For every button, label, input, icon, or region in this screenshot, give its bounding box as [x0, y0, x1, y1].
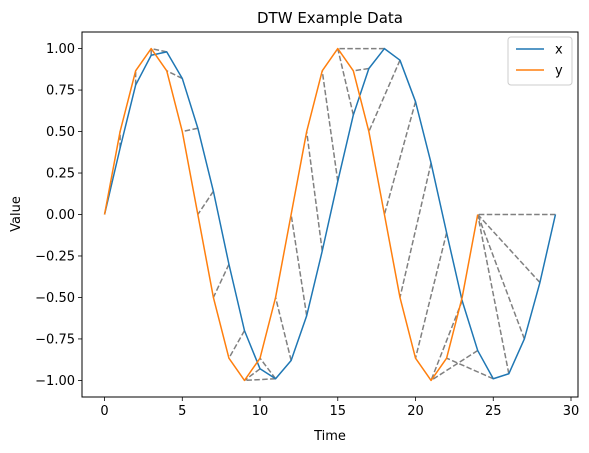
y-tick-label: 0.25	[46, 167, 75, 182]
y-axis: −1.00 −0.75 −0.50 −0.25 0.00 0.25 0.50 0.75 1.00	[35, 42, 82, 389]
alignment-line-14	[290, 214, 308, 316]
x-tick-label: 5	[178, 404, 186, 419]
x-tick-label: 30	[563, 404, 580, 419]
alignment-line-13	[274, 297, 292, 361]
y-tick-label: 0.75	[46, 84, 75, 99]
alignment-line-16	[321, 70, 339, 182]
plot-area	[103, 47, 557, 382]
y-tick-label: −0.50	[35, 291, 75, 306]
alignment-line-7	[197, 190, 215, 215]
chart-title: DTW Example Data	[257, 9, 403, 27]
y-axis-label: Value	[9, 196, 24, 232]
series-line-y	[103, 47, 479, 382]
alignment-line-26	[446, 357, 494, 380]
alignment-line-27	[476, 214, 510, 374]
alignment-line-29	[477, 213, 541, 284]
alignment-line-8	[212, 263, 230, 298]
x-tick-label: 20	[407, 404, 424, 419]
y-tick-label: −0.25	[35, 249, 75, 264]
alignment-line-9	[228, 330, 246, 359]
alignment-line-20	[368, 59, 401, 132]
y-tick-label: −1.00	[35, 374, 75, 389]
alignment-line-12	[259, 357, 277, 380]
alignment-line-28	[477, 214, 526, 340]
legend-label-x: x	[555, 43, 563, 58]
alignment-line-15	[305, 131, 323, 252]
alignment-line-10	[244, 368, 261, 382]
legend: xy	[507, 36, 573, 86]
x-tick-label: 25	[485, 404, 502, 419]
alignment-line-22	[399, 162, 432, 298]
alignment-line-6	[182, 127, 198, 133]
y-tick-label: 0.00	[46, 208, 75, 223]
alignment-line-23	[414, 232, 448, 359]
x-axis-label: Time	[313, 429, 346, 444]
legend-label-y: y	[555, 64, 563, 79]
alignment-line-25	[430, 349, 479, 382]
y-tick-label: 0.50	[46, 125, 75, 140]
x-axis: 0 5 10 15 20 25 30	[100, 397, 579, 419]
x-tick-label: 15	[330, 404, 347, 419]
alignment-line-5	[166, 70, 183, 80]
alignment-line-11	[244, 378, 276, 382]
y-tick-label: −0.75	[35, 332, 75, 347]
y-tick-label: 1.00	[46, 42, 75, 57]
alignment-line-24	[430, 300, 463, 381]
x-tick-label: 10	[252, 404, 269, 419]
x-tick-label: 0	[100, 404, 108, 419]
alignment-line-17	[337, 48, 355, 116]
series-line-x	[103, 47, 557, 380]
alignment-line-21	[383, 101, 417, 215]
alignment-line-4	[151, 47, 167, 53]
alignment-line-18	[353, 67, 369, 72]
